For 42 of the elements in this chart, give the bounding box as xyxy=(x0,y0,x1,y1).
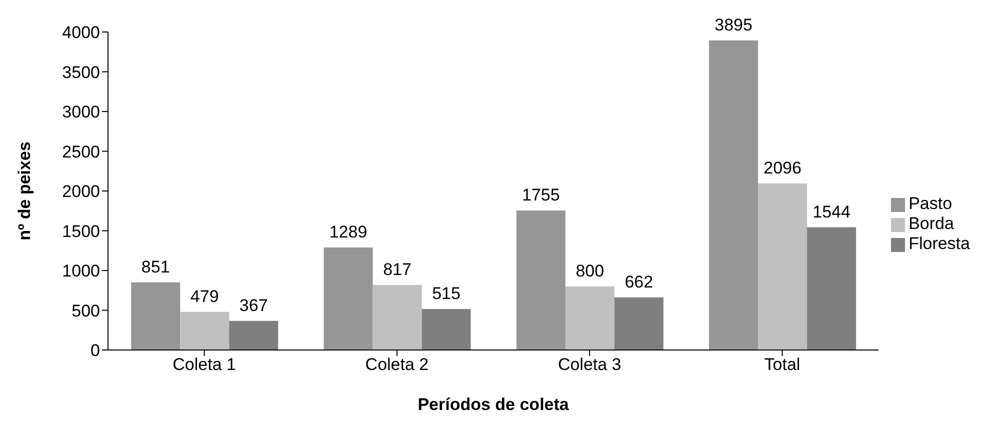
x-tick-label: Coleta 3 xyxy=(558,355,622,374)
legend-label: Pasto xyxy=(908,194,952,213)
data-label: 817 xyxy=(383,260,412,280)
y-tick-label: 0 xyxy=(90,341,100,360)
bar xyxy=(565,286,614,350)
y-tick-label: 2500 xyxy=(62,142,100,162)
y-tick-label: 500 xyxy=(72,301,100,320)
bar xyxy=(614,297,664,350)
y-tick-label: 1000 xyxy=(62,262,100,281)
data-label: 1755 xyxy=(522,185,560,204)
y-tick-label: 1500 xyxy=(62,222,100,241)
y-axis-title: nº de peixes xyxy=(15,142,34,240)
data-label: 367 xyxy=(239,296,268,315)
bar xyxy=(807,227,856,350)
x-tick-label: Coleta 1 xyxy=(172,355,236,374)
bar xyxy=(516,210,566,350)
y-tick-label: 3000 xyxy=(62,102,100,122)
data-label: 515 xyxy=(432,284,460,304)
bar xyxy=(229,320,278,350)
x-tick-label: Coleta 2 xyxy=(365,355,429,374)
bar xyxy=(180,312,230,350)
data-label: 1544 xyxy=(812,202,850,222)
x-tick-label: Total xyxy=(764,355,800,374)
y-tick-label: 2000 xyxy=(62,182,100,202)
data-label: 1289 xyxy=(329,222,368,242)
data-label: 851 xyxy=(141,257,170,276)
data-label: 662 xyxy=(624,272,654,292)
legend-label: Floresta xyxy=(908,234,970,253)
bar xyxy=(372,285,422,350)
data-label: 2096 xyxy=(764,158,802,178)
bar xyxy=(131,282,180,350)
x-axis-title: Períodos de coleta xyxy=(418,395,570,414)
y-tick-label: 4000 xyxy=(62,23,100,42)
y-tick-label: 3500 xyxy=(62,62,100,82)
bar xyxy=(709,40,758,350)
bar xyxy=(324,248,373,350)
bar xyxy=(758,183,808,350)
data-label: 3895 xyxy=(714,15,752,34)
bar xyxy=(422,309,471,350)
data-label: 800 xyxy=(576,261,604,280)
data-label: 479 xyxy=(190,286,219,306)
legend-label: Borda xyxy=(908,214,954,233)
